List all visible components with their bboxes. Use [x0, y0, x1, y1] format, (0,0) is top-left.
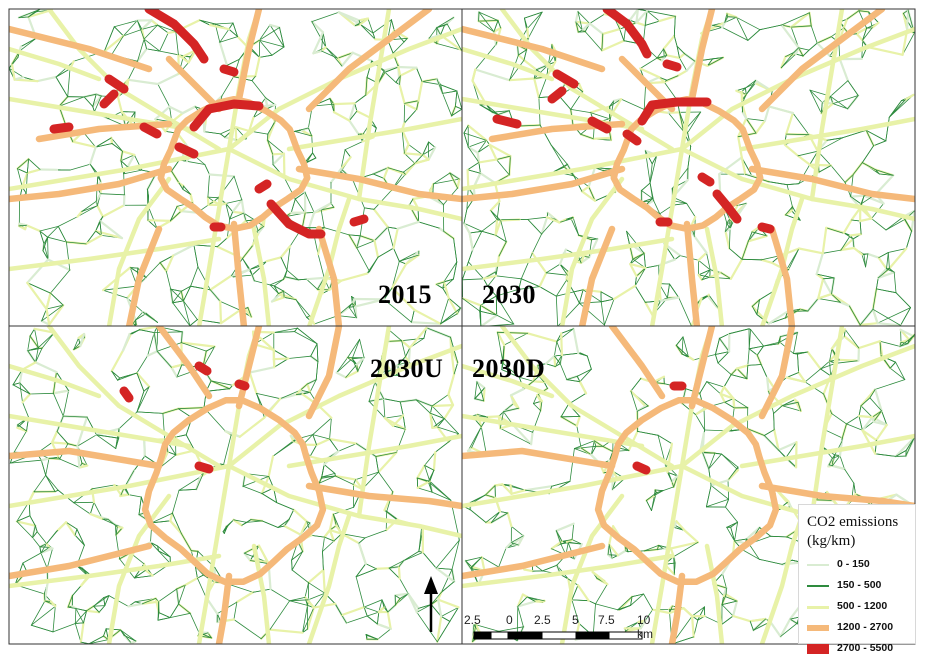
road-segment: [273, 154, 284, 155]
road-segment: [292, 560, 293, 570]
high-emission-road: [54, 127, 69, 129]
road-segment: [527, 29, 528, 39]
road-segment: [399, 567, 400, 579]
road-segment: [851, 196, 864, 197]
road-segment: [15, 80, 38, 82]
high-emission-road: [627, 134, 637, 141]
road-segment: [593, 138, 611, 139]
road-segment: [48, 237, 49, 259]
road-segment: [220, 301, 221, 323]
road-segment: [144, 440, 145, 456]
road-segment: [274, 359, 275, 367]
high-emission-road: [259, 184, 267, 189]
road-segment: [554, 356, 555, 367]
road-segment: [432, 405, 453, 406]
road-segment: [479, 12, 480, 21]
high-emission-road: [762, 227, 770, 229]
road-segment: [376, 568, 389, 569]
road-segment: [334, 103, 355, 104]
road-segment: [742, 259, 761, 260]
road-segment: [148, 220, 171, 221]
road-segment: [567, 271, 568, 280]
road-segment: [703, 453, 715, 454]
road-segment: [236, 127, 237, 140]
high-emission-road: [199, 466, 209, 469]
road-segment: [168, 32, 176, 33]
high-emission-road: [124, 391, 129, 398]
high-emission-road: [497, 119, 517, 124]
road-segment: [850, 234, 861, 235]
high-emission-road: [179, 147, 194, 154]
road-segment: [40, 547, 49, 548]
road-segment: [117, 527, 122, 528]
road-segment: [111, 138, 112, 144]
road-segment: [810, 165, 831, 166]
road-segment: [907, 10, 908, 29]
road-segment: [839, 360, 858, 361]
high-emission-road: [354, 219, 364, 222]
high-emission-road: [239, 384, 245, 386]
road-segment: [233, 212, 244, 213]
road-segment: [468, 170, 469, 188]
road-segment: [484, 388, 485, 401]
high-emission-road: [552, 91, 562, 99]
high-emission-road: [667, 64, 677, 67]
high-emission-road: [224, 69, 234, 72]
road-segment: [398, 67, 416, 68]
road-segment: [434, 452, 435, 470]
road-segment: [274, 359, 289, 360]
high-emission-road: [199, 366, 207, 371]
road-segment: [87, 611, 100, 613]
road-segment: [307, 278, 325, 279]
road-segment: [52, 443, 68, 444]
road-segment: [323, 570, 324, 593]
high-emission-road: [144, 127, 157, 134]
road-segment: [208, 197, 218, 198]
high-emission-road: [702, 177, 710, 182]
road-segment: [208, 197, 209, 205]
road-segment: [767, 378, 769, 392]
